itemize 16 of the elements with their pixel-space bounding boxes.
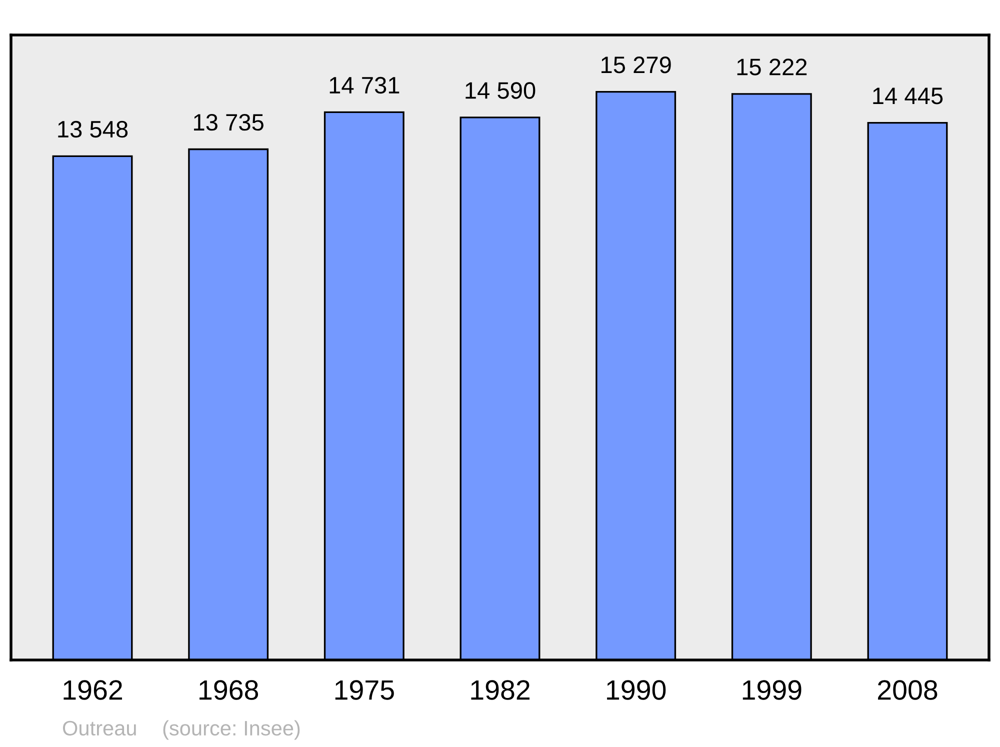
x-tick-label: 1990 [607,680,666,700]
x-tick-label: 1968 [200,680,258,700]
x-tick-label: 1982 [471,680,530,700]
data-label: 15 279 [602,56,671,74]
text: (source: Insee) [163,720,300,740]
x-tick-label: 1999 [742,680,802,700]
data-label: 14 590 [466,82,536,99]
data-label: 15 222 [737,58,807,76]
text: Outreau [62,720,136,736]
x-tick-label: 1975 [335,680,394,700]
data-label: 13 735 [194,114,264,131]
x-tick-label: 2008 [878,680,938,700]
data-label: 13 548 [58,120,128,138]
data-label: 14 445 [873,88,943,104]
x-tick-label: 1962 [64,680,122,700]
data-label: 14 731 [330,76,400,94]
